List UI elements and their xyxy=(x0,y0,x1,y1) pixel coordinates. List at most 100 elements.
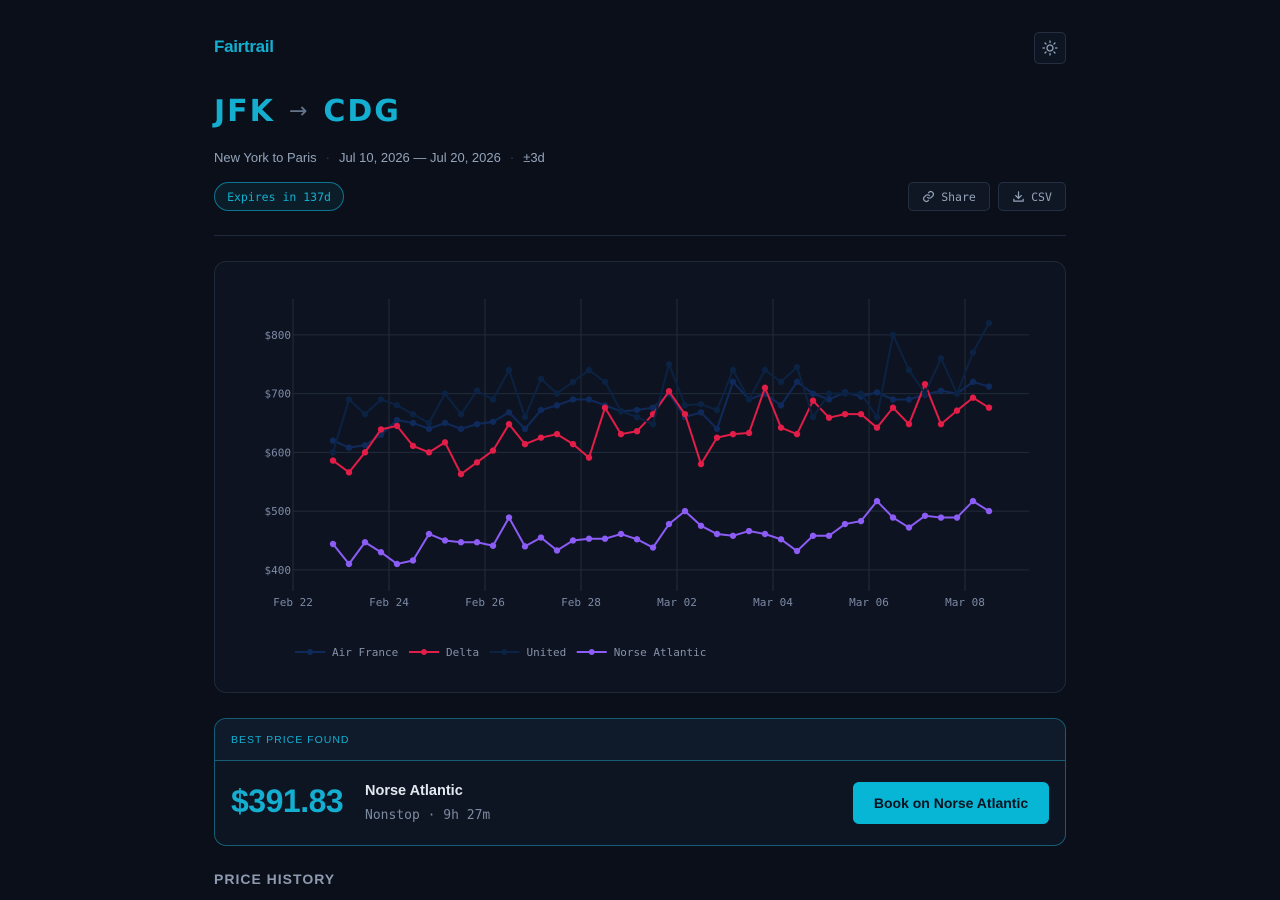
data-point-delta xyxy=(617,430,625,438)
data-point-norse-atlantic xyxy=(585,535,593,542)
data-point-united xyxy=(953,390,961,397)
data-point-air-france xyxy=(649,404,657,411)
data-point-air-france xyxy=(937,387,945,394)
origin-code: JFK xyxy=(214,94,275,129)
separator-dot: · xyxy=(325,150,330,165)
data-point-delta xyxy=(329,457,337,464)
data-point-united xyxy=(697,400,705,408)
x-tick-label: Feb 22 xyxy=(273,596,313,609)
x-tick-label: Mar 02 xyxy=(657,596,697,609)
data-point-united xyxy=(681,402,689,409)
data-point-delta xyxy=(457,470,465,478)
data-point-delta xyxy=(361,449,369,456)
data-point-air-france xyxy=(425,425,433,433)
data-point-norse-atlantic xyxy=(857,517,865,525)
data-point-norse-atlantic xyxy=(761,530,769,538)
best-price-details: Nonstop · 9h 27m xyxy=(365,808,491,823)
data-point-delta xyxy=(473,459,481,466)
data-point-air-france xyxy=(697,409,705,416)
destination-code: CDG xyxy=(323,94,401,129)
data-point-delta xyxy=(889,404,897,411)
data-point-delta xyxy=(585,454,593,461)
data-point-air-france xyxy=(713,425,721,433)
data-point-delta xyxy=(905,420,913,428)
data-point-united xyxy=(617,408,625,415)
data-point-air-france xyxy=(585,396,593,403)
data-point-delta xyxy=(537,434,545,441)
data-point-delta xyxy=(969,394,977,401)
data-point-norse-atlantic xyxy=(665,520,673,528)
data-point-norse-atlantic xyxy=(777,536,785,543)
data-point-delta xyxy=(777,424,785,431)
data-point-united xyxy=(985,319,993,327)
best-price-label: BEST PRICE FOUND xyxy=(215,719,1065,761)
x-tick-label: Mar 04 xyxy=(753,596,793,609)
data-point-norse-atlantic xyxy=(409,557,417,564)
data-point-air-france xyxy=(777,402,785,409)
data-point-delta xyxy=(953,407,961,414)
legend-label-united: United xyxy=(527,646,567,659)
best-price-airline: Norse Atlantic xyxy=(365,783,463,799)
data-point-air-france xyxy=(985,383,993,390)
y-tick-label: $800 xyxy=(265,329,292,342)
data-point-united xyxy=(585,366,593,374)
data-point-delta xyxy=(377,426,385,433)
data-point-delta xyxy=(985,404,993,411)
best-price-card: BEST PRICE FOUND $391.83 Norse Atlantic … xyxy=(214,718,1066,846)
theme-toggle-button[interactable] xyxy=(1034,32,1066,64)
data-point-norse-atlantic xyxy=(793,547,801,555)
csv-download-button[interactable]: CSV xyxy=(998,182,1066,211)
data-point-norse-atlantic xyxy=(601,535,609,542)
price-chart[interactable]: $400 $500 $600 $700 $800 Feb 22 Feb 24 Feb 26 Fe… xyxy=(215,262,1067,694)
data-point-united xyxy=(441,390,449,397)
data-point-norse-atlantic xyxy=(745,527,753,535)
header-divider xyxy=(214,235,1066,236)
share-button[interactable]: Share xyxy=(908,182,990,211)
price-chart-card: $400 $500 $600 $700 $800 Feb 22 Feb 24 Feb 26 Fe… xyxy=(214,261,1066,693)
data-point-delta xyxy=(345,469,353,476)
data-point-norse-atlantic xyxy=(681,507,689,515)
data-point-united xyxy=(553,390,561,397)
brand-logo[interactable]: Fairtrail xyxy=(214,37,274,56)
data-point-united xyxy=(537,375,545,383)
best-price-value: $391.83 xyxy=(231,783,344,819)
data-point-united xyxy=(361,410,369,418)
legend-marker-air-france xyxy=(307,649,313,655)
price-history-heading: PRICE HISTORY xyxy=(214,871,336,887)
data-point-delta xyxy=(857,410,865,418)
data-point-united xyxy=(377,396,385,403)
data-point-air-france xyxy=(569,396,577,403)
data-point-norse-atlantic xyxy=(393,560,401,568)
data-point-delta xyxy=(425,449,433,456)
data-point-norse-atlantic xyxy=(937,514,945,521)
data-point-delta xyxy=(729,430,737,438)
data-point-norse-atlantic xyxy=(809,532,817,539)
data-point-united xyxy=(809,413,817,421)
data-point-norse-atlantic xyxy=(905,524,913,531)
data-point-united xyxy=(649,420,657,428)
arrow-icon: → xyxy=(288,99,310,124)
data-point-united xyxy=(329,449,337,456)
download-icon xyxy=(1013,191,1024,202)
data-point-delta xyxy=(841,410,849,418)
data-point-air-france xyxy=(457,425,465,433)
data-point-norse-atlantic xyxy=(921,512,929,519)
data-point-air-france xyxy=(473,420,481,428)
data-point-air-france xyxy=(905,396,913,403)
data-point-united xyxy=(777,378,785,386)
data-point-united xyxy=(825,390,833,397)
data-point-united xyxy=(793,363,801,371)
data-point-united xyxy=(873,413,881,421)
data-point-air-france xyxy=(809,390,817,397)
data-point-delta xyxy=(873,424,881,431)
legend-label-norse-atlantic: Norse Atlantic xyxy=(614,646,707,659)
data-point-norse-atlantic xyxy=(969,497,977,505)
separator-dot: · xyxy=(509,150,515,165)
data-point-delta xyxy=(393,422,401,430)
book-button[interactable]: Book on Norse Atlantic xyxy=(853,782,1049,824)
data-point-air-france xyxy=(441,419,449,427)
data-point-air-france xyxy=(889,396,897,403)
legend-marker-delta xyxy=(421,649,427,655)
data-point-norse-atlantic xyxy=(633,536,641,543)
data-point-norse-atlantic xyxy=(489,542,497,549)
